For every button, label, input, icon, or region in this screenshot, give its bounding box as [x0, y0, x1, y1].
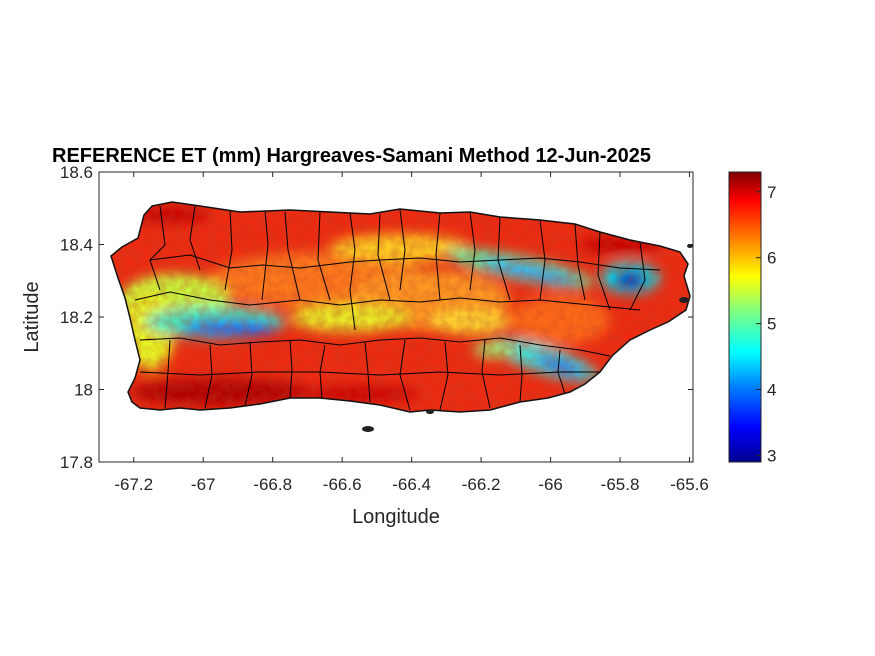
- x-tick-label: -66.8: [253, 475, 292, 494]
- x-tick-label: -66: [538, 475, 563, 494]
- municipality-boundaries: [134, 205, 661, 411]
- x-tick-label: -67.2: [114, 475, 153, 494]
- y-tick-label: 18.2: [60, 308, 93, 327]
- colorbar-tick-label: 3: [767, 446, 776, 465]
- chart-title: REFERENCE ET (mm) Hargreaves-Samani Meth…: [52, 145, 651, 167]
- colorbar-tick-label: 7: [767, 183, 776, 202]
- x-tick-label: -65.6: [670, 475, 709, 494]
- x-axis-ticks: -67.2 -67 -66.8 -66.6 -66.4 -66.2 -66 -65.8 -65.…: [114, 172, 709, 494]
- colorbar-tick-label: 4: [767, 381, 776, 400]
- et-field: [111, 202, 690, 412]
- y-tick-label: 18.6: [60, 163, 93, 182]
- x-tick-label: -66.6: [323, 475, 362, 494]
- x-tick-label: -65.8: [601, 475, 640, 494]
- y-tick-label: 18.4: [60, 236, 93, 255]
- x-tick-label: -66.4: [392, 475, 431, 494]
- y-tick-label: 17.8: [60, 453, 93, 472]
- x-axis-label: Longitude: [352, 506, 440, 528]
- y-axis-ticks: 17.8 18 18.2 18.4 18.6: [60, 163, 693, 472]
- colorbar-tick-label: 6: [767, 249, 776, 268]
- x-tick-label: -66.2: [462, 475, 501, 494]
- colorbar-ticks: 3 4 5 6 7: [756, 183, 776, 465]
- x-tick-label: -67: [191, 475, 216, 494]
- y-axis-label: Latitude: [21, 281, 43, 352]
- colorbar: [728, 171, 762, 463]
- y-tick-label: 18: [74, 381, 93, 400]
- colorbar-tick-label: 5: [767, 315, 776, 334]
